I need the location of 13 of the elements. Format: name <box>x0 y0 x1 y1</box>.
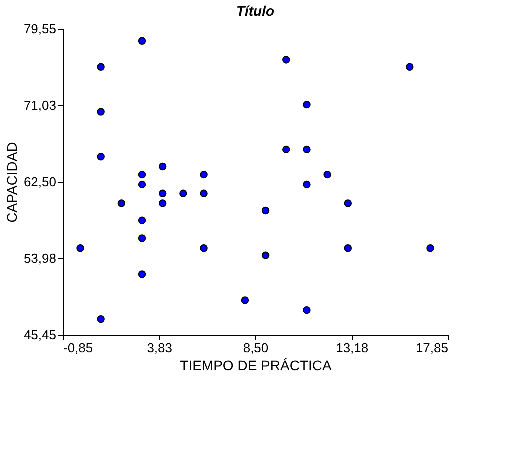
x-tick-label: -0,85 <box>64 340 94 356</box>
x-tick-label: 3,83 <box>147 340 173 356</box>
y-tick-label: 79,55 <box>24 22 56 36</box>
x-tick-label: 17,85 <box>416 340 448 356</box>
x-axis-title: TIEMPO DE PRÁCTICA <box>180 358 332 374</box>
y-tick-label: 53,98 <box>24 250 56 266</box>
chart-title: Título <box>236 3 275 19</box>
y-tick-label: 71,03 <box>24 98 56 113</box>
x-tick-label: 13,18 <box>336 340 369 356</box>
y-tick-label: 62,50 <box>24 174 56 190</box>
y-tick-label: 45,45 <box>24 328 56 342</box>
x-tick-label: 8,50 <box>243 340 269 356</box>
y-axis-title: CAPACIDAD <box>4 142 20 223</box>
